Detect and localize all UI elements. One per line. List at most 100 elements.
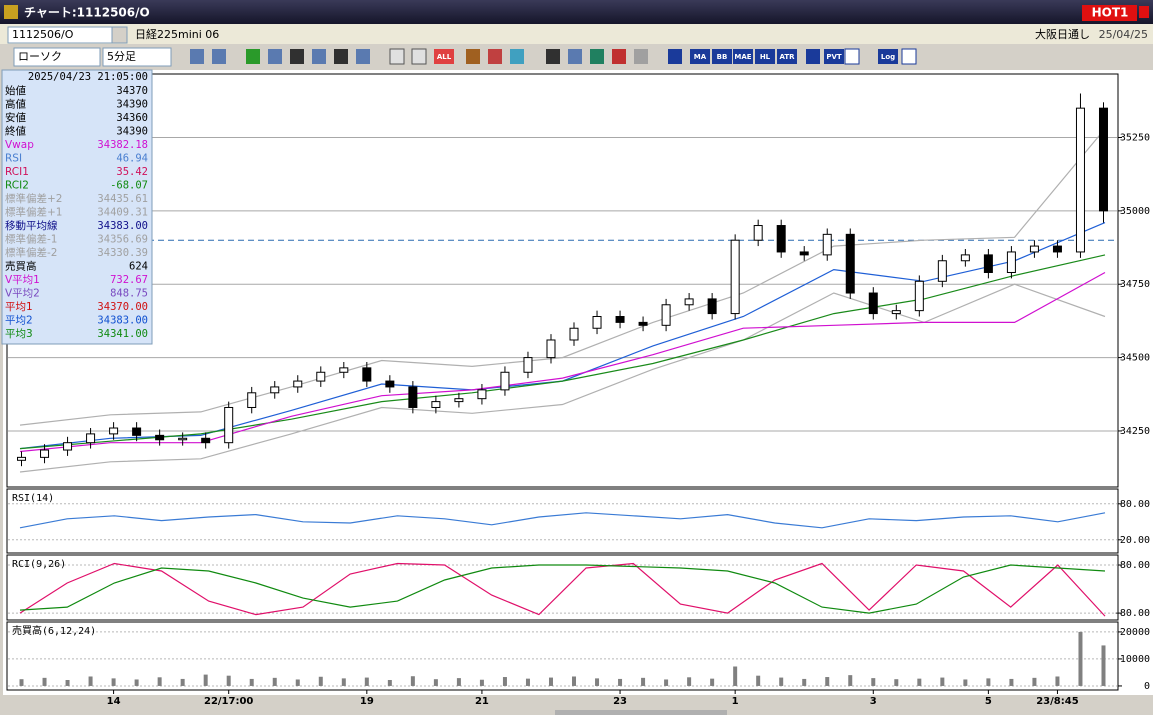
rci-panel	[6, 554, 1119, 621]
instrument-name: 日経225mini 06	[135, 28, 219, 41]
icon[interactable]	[268, 49, 282, 64]
info-label: RCI1	[5, 166, 29, 178]
info-value: 732.67	[110, 274, 148, 286]
candle-body	[707, 298, 717, 315]
volume-bar	[779, 677, 784, 686]
candle-body	[661, 304, 671, 326]
volume-bar	[1078, 631, 1083, 686]
y-tick-label: -80.00	[1114, 608, 1150, 619]
close-button[interactable]	[1139, 6, 1149, 18]
info-label: V平均1	[5, 274, 40, 286]
toolbar-button[interactable]	[755, 49, 775, 64]
info-value: 34356.69	[97, 234, 148, 246]
toolbar-button[interactable]	[777, 49, 797, 64]
info-value: 34360	[116, 112, 148, 124]
x-tick-label: 22/17:00	[204, 696, 253, 707]
indicator-line	[19, 254, 1106, 450]
info-label: 標準偏差-1	[5, 233, 57, 246]
candle-body	[293, 380, 303, 388]
icon[interactable]	[590, 49, 604, 64]
icon[interactable]	[901, 48, 917, 65]
icon[interactable]	[844, 48, 860, 65]
info-label: 高値	[5, 98, 26, 111]
candle-body	[684, 298, 694, 306]
hot-badge[interactable]	[1082, 5, 1137, 21]
toolbar-button[interactable]	[878, 49, 898, 64]
code-dropdown[interactable]	[111, 26, 128, 44]
toolbar-button[interactable]	[712, 49, 732, 64]
rsi-panel	[6, 488, 1119, 554]
icon[interactable]	[411, 48, 427, 65]
info-label: 安値	[5, 111, 26, 124]
info-label: 平均3	[5, 328, 33, 340]
volume-bar	[733, 666, 738, 686]
icon[interactable]	[806, 49, 820, 64]
candle-body	[983, 254, 993, 273]
icon[interactable]	[334, 49, 348, 64]
candle-body	[86, 433, 96, 444]
candle-body	[1098, 107, 1108, 212]
scrollbar[interactable]	[555, 710, 727, 715]
icon[interactable]	[190, 49, 204, 64]
icon[interactable]	[634, 49, 648, 64]
candle-body	[638, 321, 648, 326]
volume-bar	[387, 680, 392, 686]
icon[interactable]	[389, 48, 405, 65]
info-value: 34383.00	[97, 315, 148, 327]
volume-bar	[572, 676, 577, 686]
icon[interactable]	[466, 49, 480, 64]
info-label: Vwap	[5, 139, 34, 151]
info-label: RSI	[5, 153, 22, 165]
volume-bar	[1055, 676, 1060, 686]
volume-bar	[1032, 677, 1037, 686]
icon[interactable]	[546, 49, 560, 64]
info-timestamp: 2025/04/23 21:05:00	[28, 71, 148, 83]
volume-bar	[894, 679, 899, 686]
volume-bar	[848, 675, 853, 686]
interval-select[interactable]	[102, 47, 172, 67]
icon[interactable]	[668, 49, 682, 64]
info-label: 平均2	[5, 315, 33, 327]
candle-body	[592, 316, 602, 329]
toolbar-button[interactable]	[690, 49, 710, 64]
y-tick-label: 35000	[1120, 206, 1150, 217]
candle-body	[201, 437, 211, 444]
icon[interactable]	[290, 49, 304, 64]
market-name: 大阪日通し	[1035, 27, 1090, 41]
style-select[interactable]	[13, 47, 101, 67]
info-value: 624	[129, 261, 148, 273]
volume-bar	[548, 677, 553, 686]
volume-bar	[42, 677, 47, 686]
volume-bar	[295, 679, 300, 686]
candle-body	[362, 367, 372, 382]
candle-body	[523, 357, 533, 373]
y-tick-label: 34250	[1120, 426, 1150, 437]
toolbar-button[interactable]	[434, 49, 454, 64]
icon[interactable]	[510, 49, 524, 64]
icon[interactable]	[488, 49, 502, 64]
toolbar-button[interactable]	[733, 49, 753, 64]
candle-body	[868, 292, 878, 315]
toolbar-button[interactable]	[824, 49, 844, 64]
icon[interactable]	[568, 49, 582, 64]
candle-body	[109, 427, 119, 435]
icon[interactable]	[212, 49, 226, 64]
candle-body	[224, 406, 234, 444]
toolbar-button-label: Log	[881, 53, 895, 61]
icon[interactable]	[312, 49, 326, 64]
info-value: 34330.39	[97, 247, 148, 259]
indicator-line	[19, 512, 1106, 529]
volume-bar	[525, 678, 530, 686]
x-tick-label: 23/8:45	[1036, 696, 1078, 707]
indicator-line	[19, 128, 1106, 426]
volume-bar	[88, 676, 93, 686]
panel-title: RCI(9,26)	[12, 559, 66, 570]
y-tick-label: 35250	[1120, 133, 1150, 144]
candle-body	[132, 427, 142, 436]
icon[interactable]	[356, 49, 370, 64]
icon[interactable]	[246, 49, 260, 64]
style-text: ローソク	[18, 50, 62, 63]
volume-bar	[433, 679, 438, 686]
icon[interactable]	[612, 49, 626, 64]
info-value: 34341.00	[97, 328, 148, 340]
